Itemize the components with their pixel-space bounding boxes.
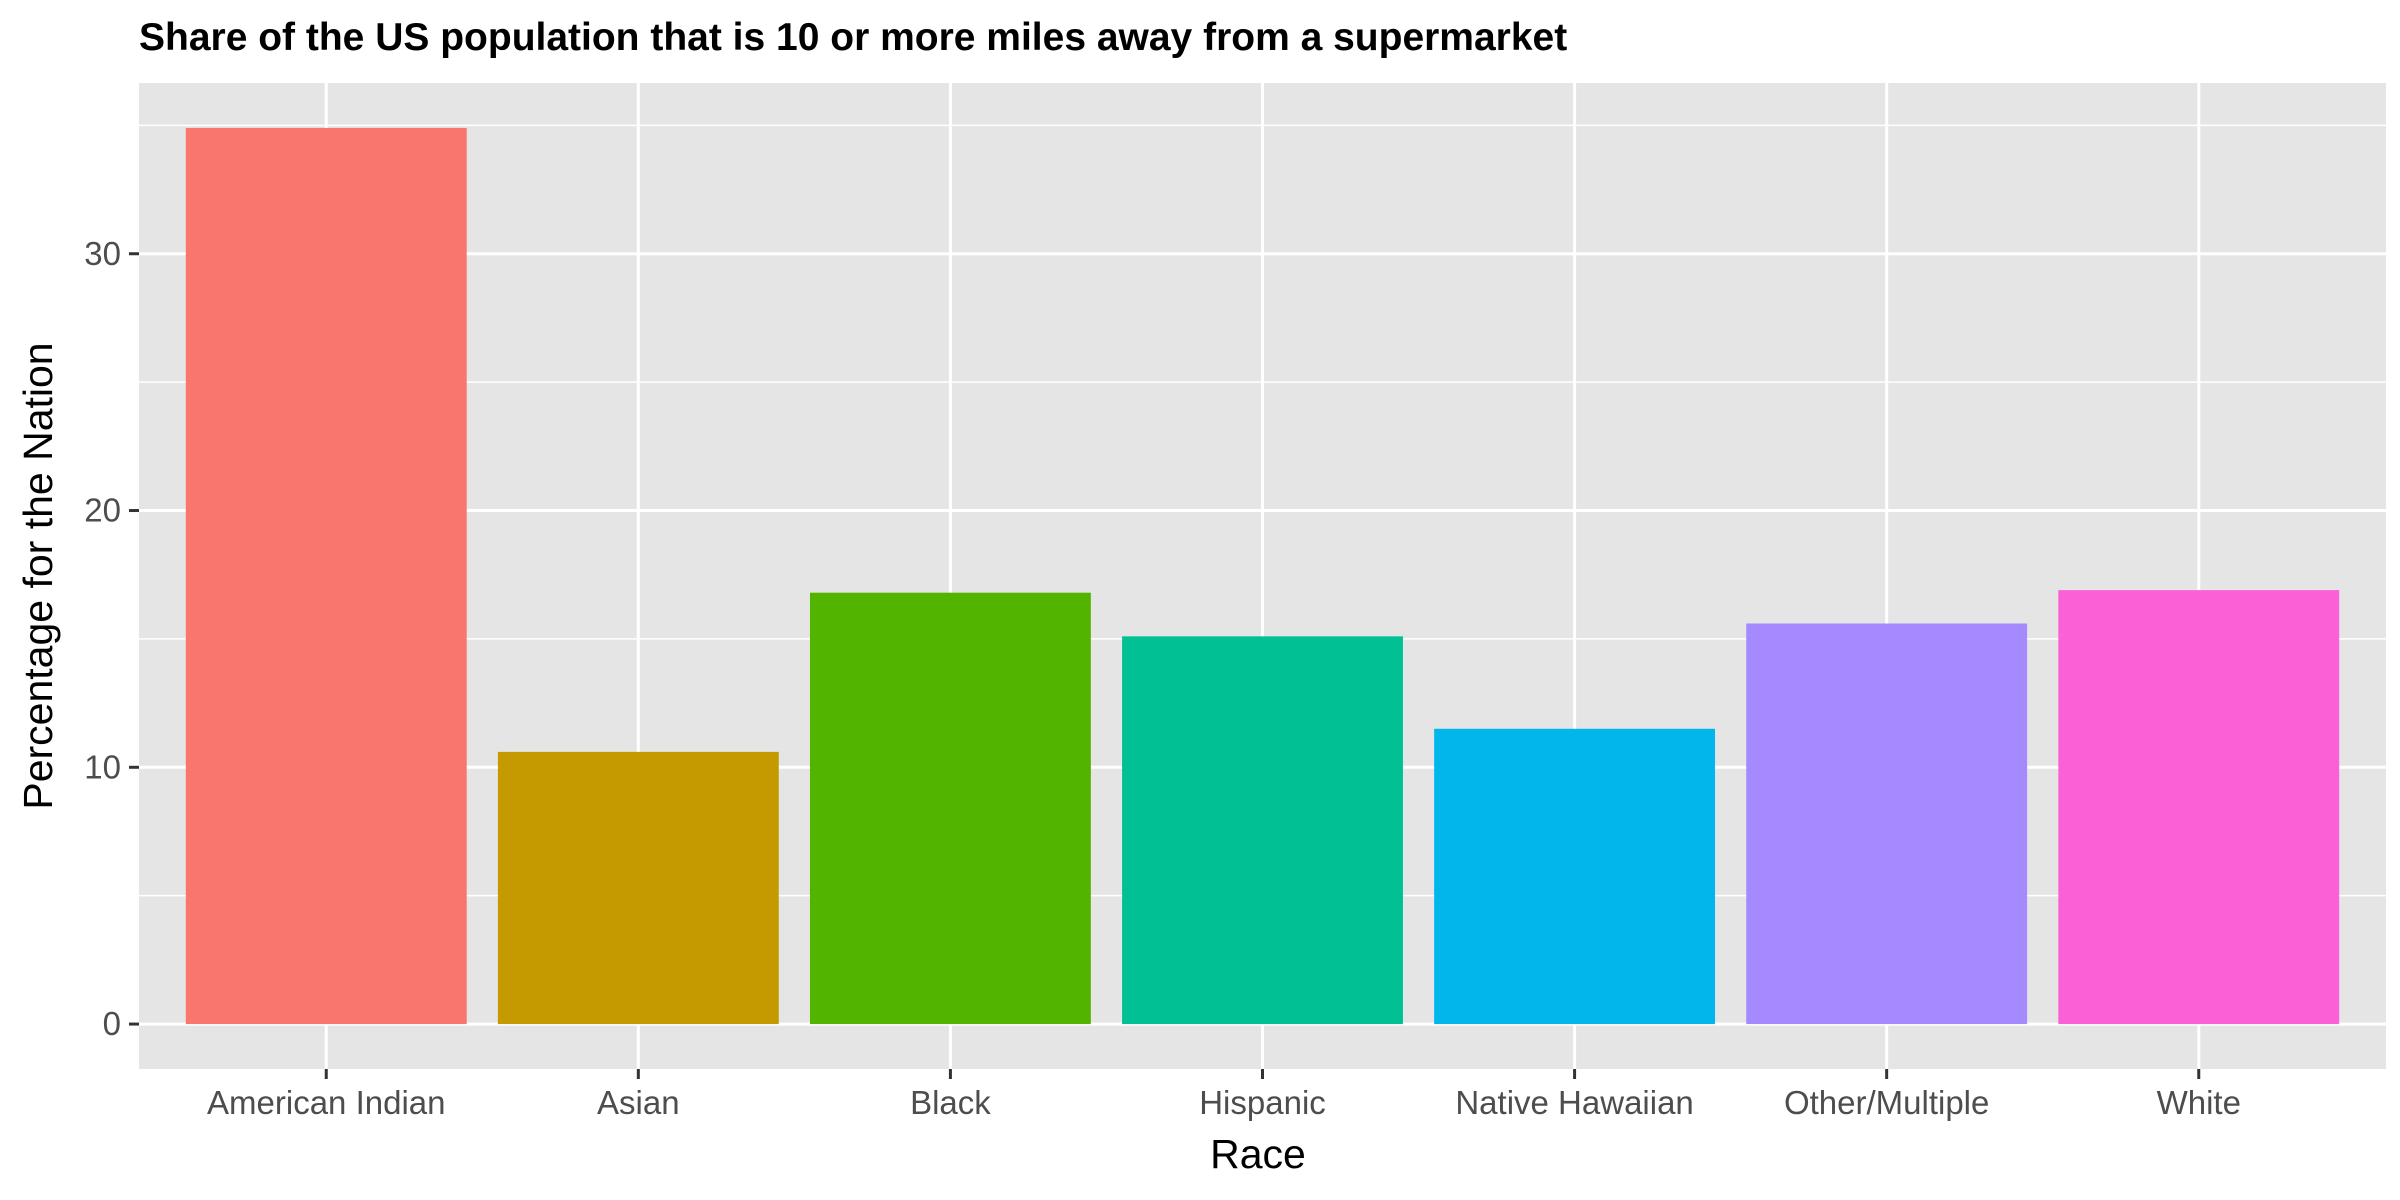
y-axis-title: Percentage for the Nation bbox=[15, 342, 61, 809]
x-tick-label: American Indian bbox=[207, 1084, 445, 1121]
bar-hispanic bbox=[1122, 636, 1403, 1025]
y-axis: 0 10 20 30 bbox=[84, 235, 139, 1042]
x-axis: American Indian Asian Black Hispanic Native … bbox=[207, 1069, 2241, 1121]
chart-title: Share of the US population that is 10 or… bbox=[139, 16, 1567, 59]
bar-asian bbox=[497, 751, 779, 1025]
y-tick-label: 20 bbox=[84, 492, 121, 529]
bars bbox=[185, 127, 2340, 1025]
x-tick-label: Other/Multiple bbox=[1784, 1084, 1989, 1121]
bar-other-multiple bbox=[1746, 623, 2028, 1025]
bar-native-hawaiian bbox=[1434, 728, 1716, 1025]
x-tick-label: White bbox=[2157, 1084, 2241, 1121]
y-tick-label: 30 bbox=[84, 235, 121, 272]
y-tick-label: 10 bbox=[84, 748, 121, 785]
x-axis-title: Race bbox=[1210, 1131, 1306, 1177]
x-tick-label: Hispanic bbox=[1199, 1084, 1326, 1121]
x-tick-label: Native Hawaiian bbox=[1455, 1084, 1693, 1121]
x-tick-label: Asian bbox=[597, 1084, 680, 1121]
bar-black bbox=[809, 592, 1091, 1025]
bar-american-indian bbox=[185, 127, 467, 1025]
x-tick-label: Black bbox=[910, 1084, 991, 1121]
y-tick-label: 0 bbox=[103, 1005, 121, 1042]
bar-white bbox=[2058, 590, 2340, 1025]
